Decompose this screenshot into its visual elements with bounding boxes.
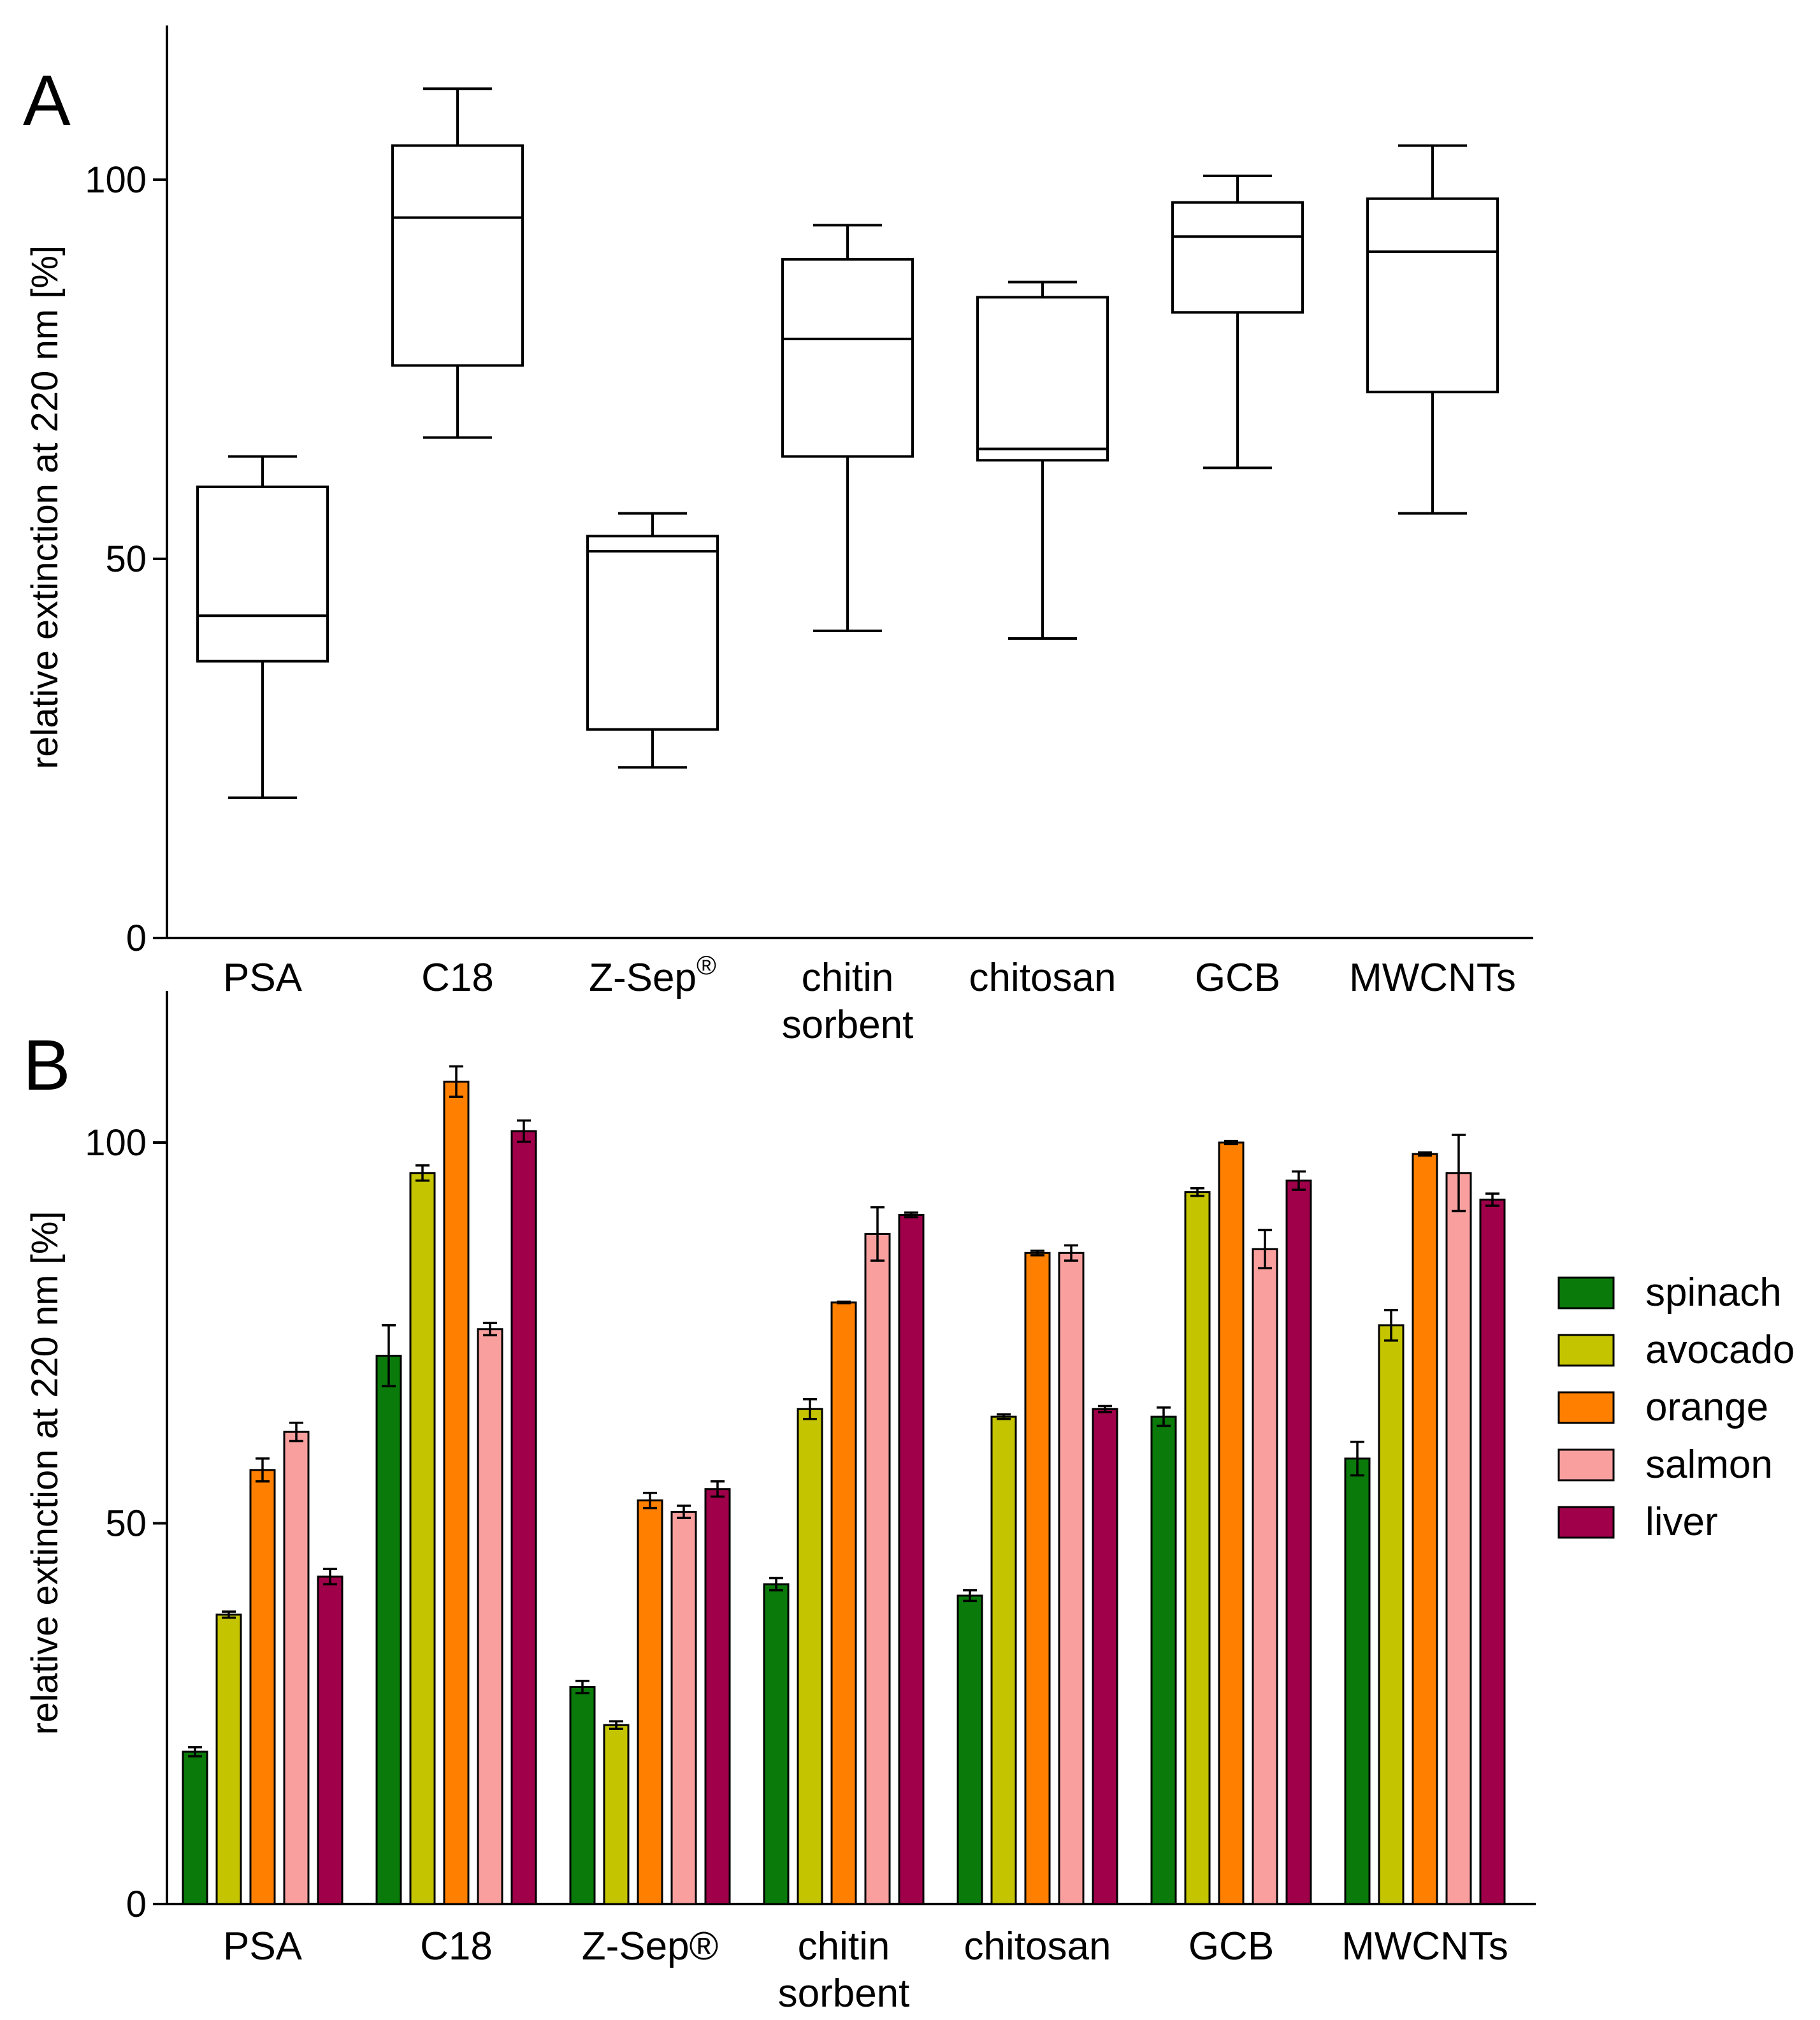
bar-orange [1024, 1252, 1051, 1905]
y-axis-title: relative extinction at 220 nm [%] [24, 1211, 66, 1735]
bar-avocado [1184, 1191, 1211, 1905]
bar-spinach [1150, 1415, 1177, 1905]
bar-avocado [1378, 1324, 1405, 1905]
x-tick-label: PSA [223, 1924, 303, 1968]
panel-b: B 0 50 100 relative extinction at 220 nm [%]… [23, 991, 1795, 2016]
legend-label: avocado [1645, 1328, 1795, 1372]
legend-swatch-orange [1557, 1391, 1615, 1424]
box-3 [586, 512, 719, 769]
series-avocado [215, 1164, 1405, 1905]
box-iqr [781, 257, 914, 458]
box-iqr [1171, 201, 1304, 314]
bar-salmon [1252, 1248, 1278, 1905]
legend-label: spinach [1645, 1271, 1782, 1315]
bar-orange [443, 1080, 470, 1905]
bar-liver [1092, 1408, 1118, 1905]
x-tick-label: Z-Sep® [589, 950, 716, 1000]
bar-salmon [283, 1431, 310, 1905]
panel-letter: A [23, 61, 71, 140]
y-axis-title: relative extinction at 220 nm [%] [24, 245, 66, 769]
box-iqr [586, 535, 719, 731]
bar-spinach [763, 1583, 790, 1905]
box-1 [196, 455, 329, 799]
y-tick-label: 100 [85, 1122, 147, 1164]
superscript-mark: ® [697, 950, 716, 980]
box-iqr [391, 144, 524, 367]
x-tick-label: Z-Sep® [582, 1924, 719, 1968]
x-tick-label: chitin [802, 956, 894, 1000]
x-tick-label: C18 [421, 956, 494, 1000]
bar-avocado [603, 1724, 630, 1905]
series-salmon [283, 1134, 1472, 1905]
legend-swatch-liver [1557, 1506, 1615, 1539]
y-tick-label: 100 [85, 159, 147, 201]
y-tick-label: 50 [105, 538, 147, 580]
bar-liver [1285, 1180, 1312, 1905]
box-iqr [976, 296, 1109, 462]
legend-swatch-spinach [1557, 1276, 1615, 1309]
bar-orange [1412, 1153, 1438, 1905]
bar-salmon [670, 1511, 697, 1905]
box-2 [391, 87, 524, 439]
series-spinach [182, 1324, 1371, 1905]
legend-swatch-avocado [1557, 1334, 1615, 1367]
x-tick-label: sorbent [782, 1003, 914, 1047]
bar-orange [249, 1469, 276, 1905]
bar-orange [637, 1499, 663, 1905]
bar-liver [704, 1488, 731, 1905]
box-5 [976, 280, 1109, 640]
panel-letter: B [23, 1025, 71, 1105]
bar-liver [510, 1130, 537, 1905]
bar-orange [1218, 1141, 1245, 1905]
bar-avocado [215, 1613, 242, 1905]
box-4 [781, 224, 914, 633]
panel-a: A 0 50 100 relative extinction at 220 nm [%]… [23, 25, 1533, 1047]
bar-avocado [409, 1172, 436, 1905]
bar-liver [1479, 1199, 1506, 1905]
legend-label: orange [1645, 1385, 1768, 1429]
bar-spinach [375, 1355, 402, 1905]
bar-spinach [957, 1594, 983, 1905]
series-liver [317, 1119, 1506, 1905]
bar-salmon [1445, 1172, 1472, 1905]
x-tick-label: PSA [223, 956, 303, 1000]
legend-label: salmon [1645, 1443, 1773, 1487]
bar-salmon [1058, 1252, 1085, 1905]
y-tick-label: 0 [126, 1884, 147, 1925]
bar-salmon [864, 1232, 891, 1905]
bar-salmon [477, 1328, 503, 1905]
bar-avocado [797, 1408, 823, 1905]
y-tick-label: 50 [105, 1503, 147, 1545]
x-tick-label: chitosan [964, 1924, 1111, 1968]
bar-liver [317, 1575, 343, 1905]
legend: spinach avocado orange salmon liver [1557, 1271, 1795, 1544]
bar-spinach [1344, 1457, 1371, 1905]
x-tick-label: chitin [798, 1924, 890, 1968]
box-iqr [196, 485, 329, 663]
y-tick-label: 0 [126, 918, 147, 959]
x-tick-label: MWCNTs [1349, 956, 1516, 1000]
series-orange [249, 1065, 1438, 1905]
x-tick-label: chitosan [969, 956, 1116, 1000]
bar-avocado [990, 1415, 1017, 1905]
x-tick-label: sorbent [778, 1972, 910, 2016]
x-tick-label: C18 [420, 1924, 493, 1968]
legend-swatch-salmon [1557, 1448, 1615, 1482]
x-tick-label: GCB [1188, 1924, 1274, 1968]
box-6 [1171, 175, 1304, 470]
box-7 [1366, 144, 1499, 515]
box-iqr [1366, 197, 1499, 394]
bar-orange [830, 1301, 857, 1905]
bar-spinach [569, 1685, 596, 1905]
bar-liver [898, 1214, 925, 1905]
bar-spinach [182, 1750, 208, 1905]
x-tick-label: MWCNTs [1341, 1924, 1508, 1968]
legend-label: liver [1645, 1500, 1718, 1544]
x-tick-label: GCB [1195, 956, 1280, 1000]
